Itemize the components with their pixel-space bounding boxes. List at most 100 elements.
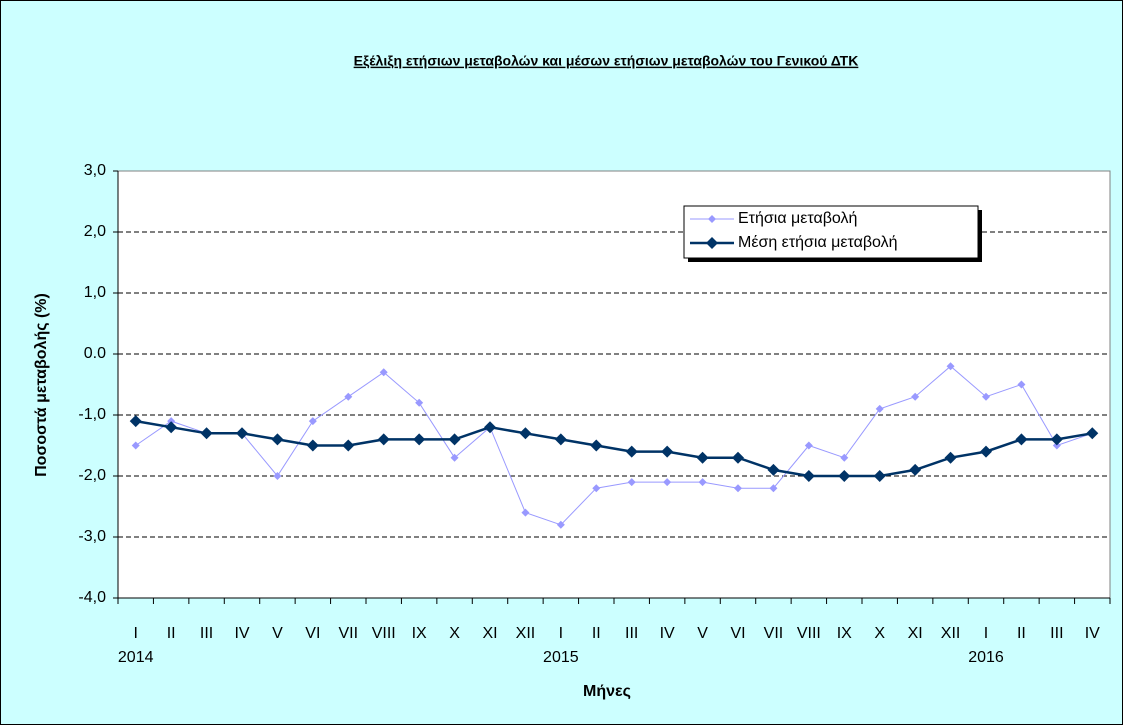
y-tick-label: 2,0 xyxy=(84,223,106,240)
x-tick-label: IV xyxy=(660,625,675,642)
marker xyxy=(450,453,459,462)
marker xyxy=(271,433,284,446)
x-tick-label: X xyxy=(449,625,460,642)
chart-title: Εξέλιξη ετήσιων μεταβολών και μέσων ετήσ… xyxy=(354,53,859,69)
marker xyxy=(696,451,709,464)
marker xyxy=(236,427,248,440)
x-tick-label: II xyxy=(1017,625,1026,642)
marker xyxy=(556,520,565,529)
marker xyxy=(661,445,674,458)
x-tick-label: VIII xyxy=(797,625,821,642)
marker xyxy=(982,392,990,401)
x-tick-label: X xyxy=(874,625,885,642)
marker xyxy=(875,404,884,413)
marker xyxy=(1050,433,1063,446)
marker xyxy=(590,439,603,452)
x-tick-label: VI xyxy=(730,625,745,642)
x-tick-label: II xyxy=(167,625,176,642)
x-tick-label: III xyxy=(200,625,213,642)
marker xyxy=(342,439,355,452)
marker xyxy=(1015,433,1028,446)
marker xyxy=(448,433,461,446)
x-tick-label: I xyxy=(133,625,137,642)
marker xyxy=(377,433,390,446)
y-tick-label: 3,0 xyxy=(84,162,106,179)
series-line xyxy=(135,419,1093,478)
x-tick-label: VII xyxy=(339,625,359,642)
x-tick-label: VII xyxy=(764,625,784,642)
x-tick-label: XII xyxy=(516,625,536,642)
marker xyxy=(767,463,780,476)
marker xyxy=(200,427,213,440)
year-label: 2015 xyxy=(543,649,579,666)
year-label: 2016 xyxy=(968,649,1004,666)
marker xyxy=(519,427,532,440)
marker xyxy=(344,392,353,401)
legend-marker xyxy=(708,215,716,223)
marker xyxy=(165,421,178,434)
x-tick-label: I xyxy=(559,625,563,642)
year-label: 2014 xyxy=(118,649,154,666)
marker xyxy=(1086,427,1099,440)
marker xyxy=(129,415,142,428)
legend-marker xyxy=(706,237,718,249)
x-tick-label: IV xyxy=(1085,625,1100,642)
x-tick-label: IV xyxy=(234,625,249,642)
marker xyxy=(167,417,176,426)
marker xyxy=(909,463,922,476)
y-tick-label: 0.0 xyxy=(84,345,106,362)
x-tick-label: III xyxy=(625,625,638,642)
x-tick-label: XI xyxy=(908,625,923,642)
marker xyxy=(521,508,530,517)
y-tick-label: -1,0 xyxy=(78,406,106,423)
marker xyxy=(554,433,567,446)
marker xyxy=(734,484,742,493)
legend-label: Ετήσια μεταβολή xyxy=(738,210,857,227)
marker xyxy=(698,478,707,487)
x-tick-label: IX xyxy=(837,625,852,642)
marker xyxy=(413,433,426,446)
x-tick-label: V xyxy=(272,625,283,642)
marker xyxy=(1017,380,1026,389)
marker xyxy=(804,441,813,450)
x-tick-label: IX xyxy=(412,625,427,642)
marker xyxy=(663,478,672,487)
marker xyxy=(306,439,319,452)
x-tick-label: XII xyxy=(941,625,961,642)
marker xyxy=(1052,441,1061,450)
x-tick-label: V xyxy=(697,625,708,642)
marker xyxy=(802,470,815,482)
legend-label: Μέση ετήσια μεταβολή xyxy=(738,234,898,251)
legend xyxy=(683,205,979,259)
marker xyxy=(592,484,601,493)
y-tick-label: -2,0 xyxy=(78,467,106,484)
x-tick-label: II xyxy=(592,625,601,642)
marker xyxy=(944,451,957,464)
marker xyxy=(484,421,496,434)
marker xyxy=(873,470,886,482)
marker xyxy=(308,417,317,426)
x-tick-label: III xyxy=(1050,625,1063,642)
marker xyxy=(838,470,851,482)
marker xyxy=(840,453,849,462)
marker xyxy=(625,445,638,458)
y-tick-label: -3,0 xyxy=(78,528,106,545)
marker xyxy=(911,392,920,401)
marker xyxy=(946,362,955,371)
marker xyxy=(627,478,636,487)
x-axis-label: Μήνες xyxy=(583,683,631,700)
y-tick-label: 1,0 xyxy=(84,284,106,301)
y-tick-label: -4,0 xyxy=(78,589,106,606)
marker xyxy=(379,368,388,377)
marker xyxy=(415,398,424,407)
x-tick-label: I xyxy=(984,625,988,642)
y-axis-label: Ποσοστά μεταβολής (%) xyxy=(33,293,50,477)
marker xyxy=(273,472,282,480)
series-line xyxy=(135,365,1093,526)
x-tick-label: VI xyxy=(305,625,320,642)
x-tick-label: VIII xyxy=(372,625,396,642)
marker xyxy=(980,445,992,458)
x-tick-label: XI xyxy=(482,625,497,642)
